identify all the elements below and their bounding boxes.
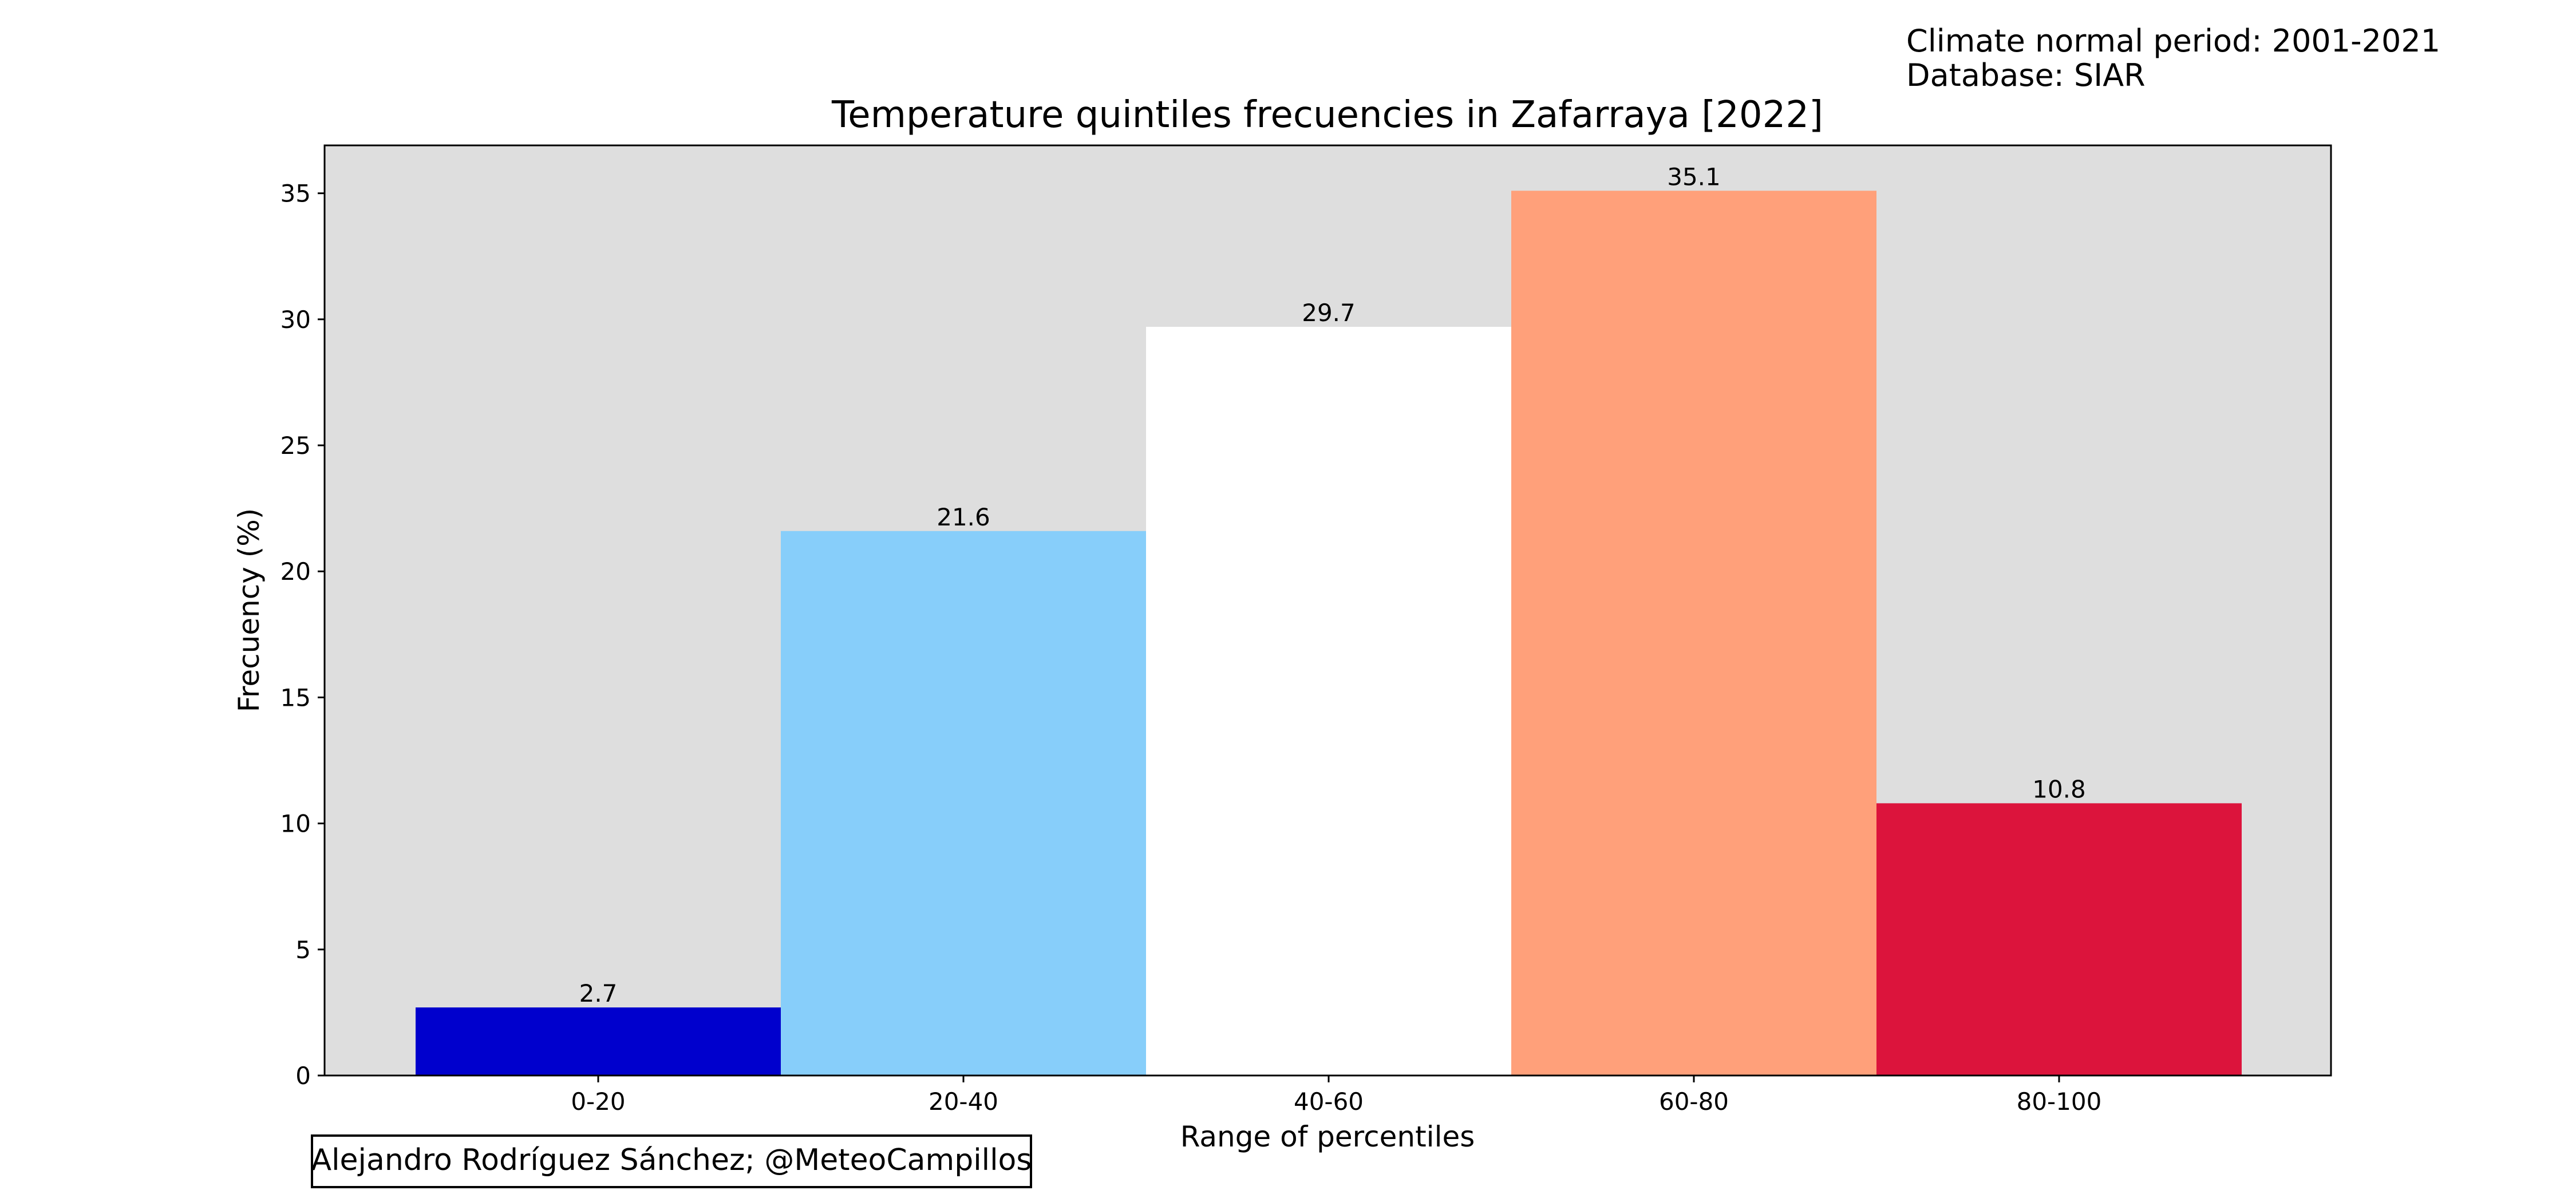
y-axis-label: Frecuency (%): [232, 508, 266, 712]
credit-text: Alejandro Rodríguez Sánchez; @MeteoCampi…: [311, 1143, 1032, 1177]
data-label-group: 2.7 21.6 29.7 35.1 10.8: [579, 163, 2086, 1007]
x-tick-label-80-100: 80-100: [2017, 1088, 2102, 1116]
y-tick-label-25: 25: [280, 432, 311, 460]
bar-60-80: [1511, 191, 1876, 1076]
x-axis: 0-20 20-40 40-60 60-80 80-100: [571, 1076, 2101, 1116]
y-tick-label-15: 15: [280, 683, 311, 711]
y-tick-label-35: 35: [280, 180, 311, 208]
bar-group: [416, 191, 2242, 1076]
bar-40-60: [1146, 327, 1511, 1076]
credit-box: [311, 1134, 1032, 1188]
y-tick-label-10: 10: [280, 810, 311, 838]
database-note: Database: SIAR: [1906, 57, 2146, 93]
y-tick-label-30: 30: [280, 306, 311, 334]
data-label-60-80: 35.1: [1667, 163, 1721, 191]
data-label-20-40: 21.6: [937, 503, 990, 531]
x-tick-label-40-60: 40-60: [1294, 1088, 1364, 1116]
y-tick-label-20: 20: [280, 557, 311, 586]
bar-0-20: [416, 1007, 781, 1076]
data-label-80-100: 10.8: [2032, 775, 2086, 803]
bar-80-100: [1876, 803, 2242, 1076]
x-tick-label-0-20: 0-20: [571, 1088, 625, 1116]
bar-20-40: [781, 531, 1146, 1076]
data-label-40-60: 29.7: [1302, 299, 1356, 327]
chart-title: Temperature quintiles frecuencies in Zaf…: [831, 94, 1823, 136]
y-axis: 0 5 10 15 20 25 30 35: [280, 180, 325, 1090]
x-tick-label-60-80: 60-80: [1659, 1088, 1729, 1116]
x-axis-label: Range of percentiles: [1180, 1120, 1475, 1153]
x-tick-label-20-40: 20-40: [929, 1088, 998, 1116]
climate-normal-note: Climate normal period: 2001-2021: [1906, 23, 2440, 59]
y-tick-label-0: 0: [295, 1062, 311, 1090]
data-label-0-20: 2.7: [579, 979, 618, 1007]
y-tick-label-5: 5: [295, 936, 311, 964]
